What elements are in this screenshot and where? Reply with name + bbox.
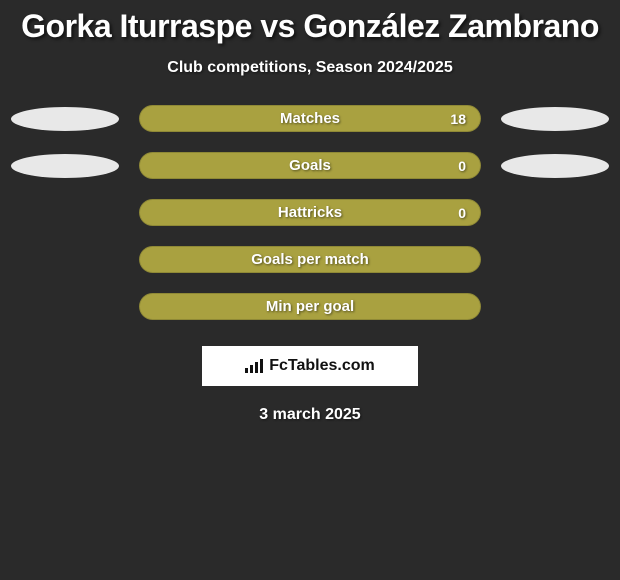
stat-row-matches: Matches 18 [0, 105, 620, 132]
comparison-infographic: Gorka Iturraspe vs González Zambrano Clu… [0, 0, 620, 580]
stat-value-right: 0 [458, 158, 466, 174]
stat-row-goals: Goals 0 [0, 152, 620, 179]
stat-label: Goals [289, 157, 331, 174]
logo-box: FcTables.com [202, 346, 418, 386]
date-label: 3 march 2025 [259, 406, 360, 424]
stat-bar: Matches 18 [139, 105, 481, 132]
left-ellipse [11, 107, 119, 131]
stat-row-hattricks: Hattricks 0 [0, 199, 620, 226]
stat-label: Min per goal [266, 298, 354, 315]
stat-row-min-per-goal: Min per goal [0, 293, 620, 320]
stat-label: Hattricks [278, 204, 342, 221]
page-title: Gorka Iturraspe vs González Zambrano [21, 8, 599, 45]
right-ellipse [501, 154, 609, 178]
right-ellipse [501, 107, 609, 131]
bar-chart-icon [245, 359, 263, 373]
left-ellipse [11, 154, 119, 178]
stat-rows: Matches 18 Goals 0 Hattricks 0 Goal [0, 105, 620, 320]
stat-bar: Hattricks 0 [139, 199, 481, 226]
stat-row-goals-per-match: Goals per match [0, 246, 620, 273]
stat-bar: Min per goal [139, 293, 481, 320]
logo-text: FcTables.com [269, 357, 375, 375]
subtitle: Club competitions, Season 2024/2025 [167, 59, 452, 77]
stat-label: Goals per match [251, 251, 369, 268]
stat-value-right: 0 [458, 205, 466, 221]
stat-bar: Goals 0 [139, 152, 481, 179]
stat-bar: Goals per match [139, 246, 481, 273]
stat-value-right: 18 [450, 111, 466, 127]
stat-label: Matches [280, 110, 340, 127]
